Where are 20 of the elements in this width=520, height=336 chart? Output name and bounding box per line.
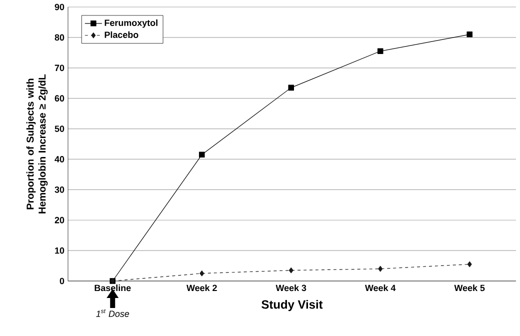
y-axis-title: Proportion of Subjects with Hemoglobin Increase ≥ 2g/dL — [26, 74, 48, 214]
y-tick-label: 10 — [55, 247, 64, 254]
y-tick-label: 0 — [60, 278, 64, 284]
x-tick-label: Week 5 — [454, 284, 485, 292]
y-tick-label: 50 — [54, 126, 64, 132]
y-tick-label: 90 — [54, 4, 64, 10]
legend-label: Ferumoxytol — [104, 19, 158, 28]
x-tick-label: Week 3 — [276, 284, 306, 292]
y-tick-label: 70 — [54, 64, 64, 72]
y-tick-label: 40 — [54, 156, 64, 162]
y-tick-label: 60 — [54, 95, 64, 102]
y-tick-label: 80 — [54, 34, 64, 41]
text: 1$^{st}$ Dose — [96, 309, 130, 317]
x-tick-label: Baseline — [94, 284, 131, 292]
x-tick-label: Week 4 — [365, 284, 396, 292]
x-tick-label: Week 2 — [186, 284, 217, 292]
y-tick-label: 30 — [54, 186, 64, 193]
legend-label: Placebo — [104, 31, 138, 38]
y-tick-label: 20 — [54, 216, 64, 224]
x-axis-title: Study Visit — [262, 300, 323, 312]
